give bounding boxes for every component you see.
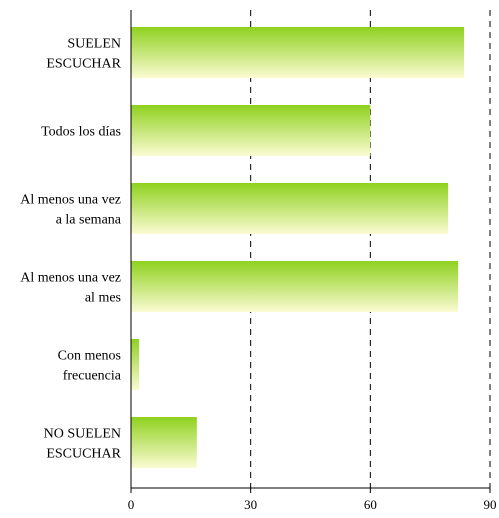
bar-3 (131, 261, 459, 312)
bar-1 (131, 105, 371, 156)
category-label-3: Al menos una vez al mes (20, 271, 121, 306)
category-label-1: Todos los días (41, 125, 121, 140)
x-tick-label-0: 0 (128, 497, 135, 512)
category-labels: SUELEN ESCUCHAR Todos los días Al menos una… (20, 37, 121, 462)
bar-2 (131, 183, 449, 234)
category-label-0: SUELEN ESCUCHAR (46, 37, 121, 72)
x-tick-label-60: 60 (364, 497, 377, 512)
category-label-5: NO SUELEN ESCUCHAR (44, 427, 122, 462)
x-tick-label-30: 30 (244, 497, 257, 512)
x-axis: 0 30 60 90 (128, 10, 497, 512)
bar-4 (131, 339, 139, 390)
x-tick-label-90: 90 (484, 497, 497, 512)
gridlines (250, 10, 491, 488)
bars (131, 27, 465, 468)
bar-5 (131, 417, 197, 468)
category-label-2: Al menos una vez a la semana (20, 193, 121, 228)
bar-0 (131, 27, 465, 78)
category-label-4: Con menos frecuencia (58, 349, 122, 384)
